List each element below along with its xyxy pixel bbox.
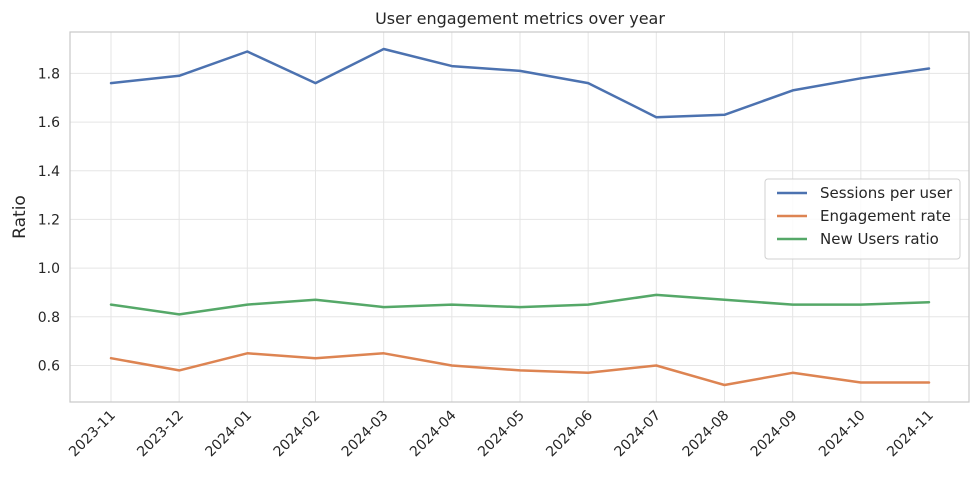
y-tick-label: 1.6 [38, 115, 60, 131]
x-tick-label: 2024-04 [407, 407, 460, 460]
x-tick-label: 2024-02 [271, 408, 324, 461]
y-tick-label: 0.6 [38, 358, 60, 374]
y-tick-label: 0.8 [38, 310, 60, 326]
y-axis-label: Ratio [10, 195, 30, 239]
x-tick-label: 2024-09 [748, 408, 801, 461]
x-tick-label: 2024-01 [202, 408, 255, 461]
x-tick-label: 2024-10 [816, 408, 869, 461]
plot-frame [69, 31, 970, 403]
x-tick-label: 2023-11 [66, 408, 119, 461]
x-tick-label: 2024-06 [543, 407, 596, 460]
y-tick-labels: 0.6 0.8 1.0 1.2 1.4 1.6 1.8 [38, 66, 60, 374]
legend-label: Engagement rate [820, 207, 951, 225]
series-lines [109, 47, 931, 387]
x-tick-label: 2024-11 [884, 408, 937, 461]
legend-label: New Users ratio [820, 230, 939, 248]
y-tick-label: 1.0 [38, 261, 60, 277]
y-tick-label: 1.4 [38, 164, 60, 180]
series-line-0 [109, 47, 931, 119]
chart-title: User engagement metrics over year [375, 9, 665, 28]
x-tick-labels: 2023-11 2023-12 2024-01 2024-02 2024-03 2024-… [66, 407, 937, 460]
x-tick-label: 2024-07 [611, 408, 664, 461]
x-tick-label: 2024-08 [680, 408, 733, 461]
legend: Sessions per user Engagement rate New User… [764, 178, 961, 260]
y-tick-label: 1.8 [38, 66, 60, 82]
x-tick-label: 2024-03 [339, 408, 392, 461]
series-line-1 [109, 352, 931, 387]
x-tick-label: 2023-12 [134, 408, 187, 461]
y-tick-label: 1.2 [38, 212, 60, 228]
legend-box [764, 178, 961, 260]
series-line-2 [109, 293, 931, 316]
x-tick-label: 2024-05 [475, 408, 528, 461]
legend-label: Sessions per user [820, 184, 953, 202]
